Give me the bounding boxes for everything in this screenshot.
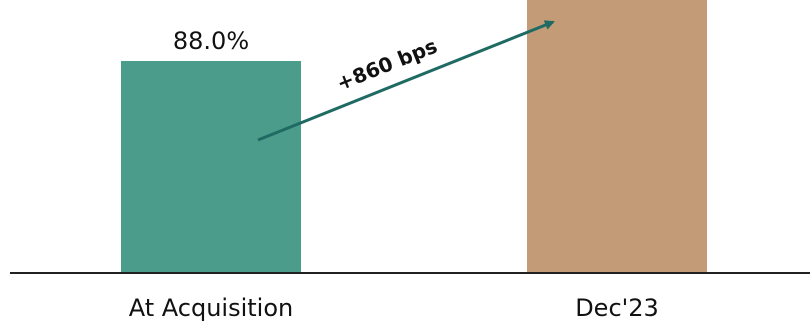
- category-label-2: Dec'23: [575, 294, 659, 322]
- labels-layer: 88.0%At Acquisition96.6%Dec'23: [129, 27, 659, 322]
- data-label-1: 88.0%: [173, 27, 249, 55]
- annotation-layer: +860 bps: [257, 20, 555, 142]
- growth-arrow: [257, 20, 555, 142]
- growth-annotation-label: +860 bps: [333, 34, 440, 96]
- bars-layer: [121, 0, 707, 273]
- bar-1: [121, 61, 301, 273]
- category-label-1: At Acquisition: [129, 294, 293, 322]
- bar-2: [527, 0, 707, 273]
